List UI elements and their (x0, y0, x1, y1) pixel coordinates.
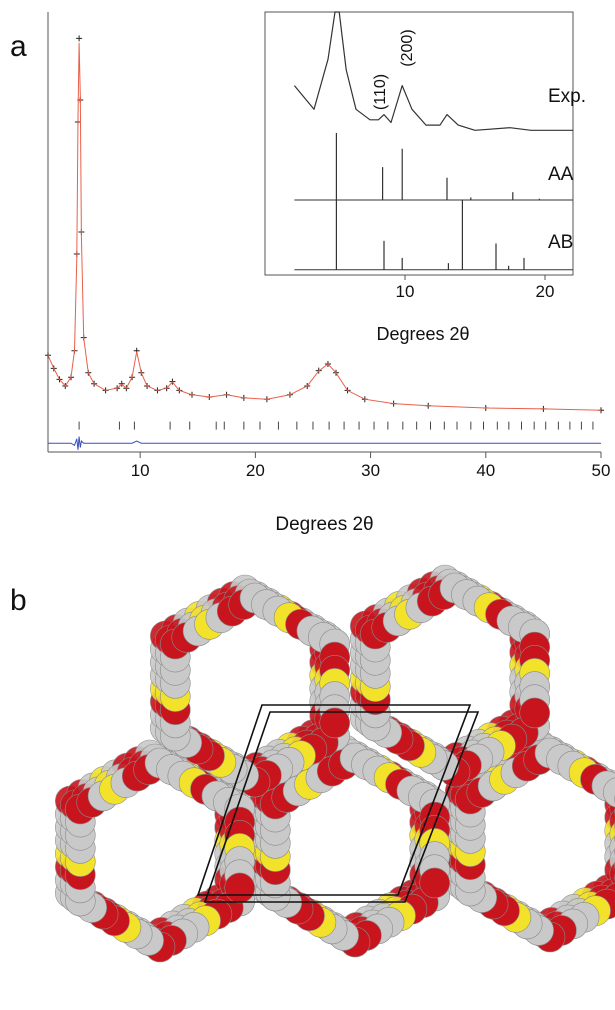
series-label: Exp. (548, 86, 586, 107)
peak-annotation: (110) (372, 74, 389, 110)
data-point (76, 35, 82, 41)
series-label: AB (548, 232, 573, 253)
x-tick-label: 20 (246, 461, 265, 480)
x-tick-label: 30 (361, 461, 380, 480)
panel-label: b (10, 584, 27, 617)
atom (520, 698, 550, 728)
x-axis-label: Degrees 2θ (275, 514, 373, 535)
data-line (48, 437, 601, 450)
x-tick-label: 20 (536, 282, 555, 301)
molecular-model (55, 565, 615, 962)
series-label: AA (548, 164, 574, 185)
atom (225, 873, 255, 903)
x-tick-label: 10 (131, 461, 150, 480)
x-tick-label: 40 (476, 461, 495, 480)
inset-frame (265, 12, 573, 275)
peak-annotation: (200) (399, 29, 416, 66)
x-tick-label: 10 (396, 282, 415, 301)
atom (420, 868, 450, 898)
x-axis-label: Degrees 2θ (376, 324, 469, 344)
panel-label: a (10, 30, 27, 63)
x-tick-label: 50 (592, 461, 611, 480)
